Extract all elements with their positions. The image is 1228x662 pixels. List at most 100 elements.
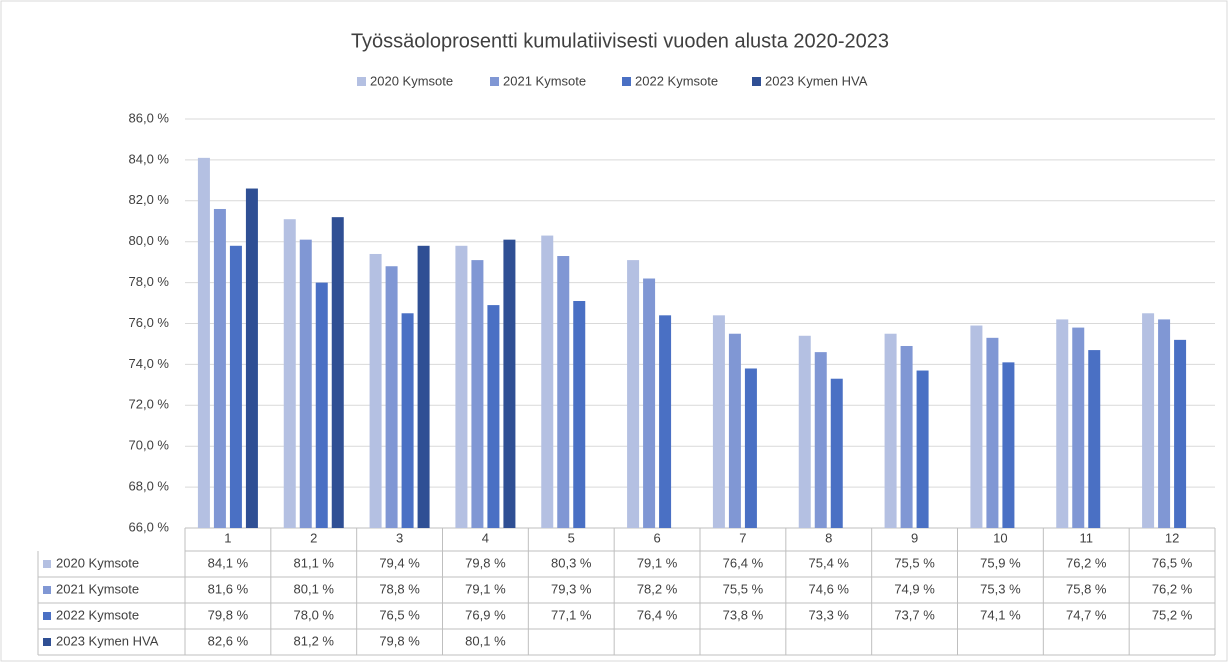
bar [986, 337, 999, 528]
table-swatch [43, 638, 51, 646]
x-tick-label: 9 [911, 530, 918, 545]
bar [814, 352, 827, 528]
bar [245, 188, 258, 528]
bar [471, 260, 484, 528]
table-value: 73,8 % [723, 607, 764, 622]
legend-swatch [490, 77, 499, 86]
bar [541, 235, 554, 528]
table-value: 76,4 % [723, 555, 764, 570]
bar [798, 335, 811, 528]
bar [712, 315, 725, 528]
bar [503, 239, 516, 528]
table-value: 76,4 % [637, 607, 678, 622]
bar [884, 333, 897, 528]
chart-title: Työssäoloprosentti kumulatiivisesti vuod… [351, 30, 889, 52]
bar [213, 208, 226, 529]
table-value: 81,2 % [294, 633, 335, 648]
x-tick-label: 7 [739, 530, 746, 545]
legend-label: 2022 Kymsote [635, 73, 718, 88]
x-tick-label: 2 [310, 530, 317, 545]
bar [1002, 362, 1015, 528]
legend-swatch [752, 77, 761, 86]
bar [900, 345, 913, 528]
bar [331, 217, 344, 528]
x-tick-label: 12 [1165, 530, 1179, 545]
table-value: 74,7 % [1066, 607, 1107, 622]
bar [1158, 319, 1171, 528]
table-value: 79,3 % [551, 581, 592, 596]
bar [1142, 313, 1155, 528]
table-value: 79,8 % [465, 555, 506, 570]
bar [659, 315, 672, 528]
legend-swatch [357, 77, 366, 86]
y-tick-label: 82,0 % [129, 192, 170, 207]
bar [627, 260, 640, 528]
x-tick-label: 10 [993, 530, 1007, 545]
x-tick-label: 1 [224, 530, 231, 545]
table-swatch [43, 586, 51, 594]
table-value: 79,4 % [379, 555, 420, 570]
table-value: 75,2 % [1152, 607, 1193, 622]
table-value: 78,2 % [637, 581, 678, 596]
table-value: 76,2 % [1152, 581, 1193, 596]
legend-label: 2020 Kymsote [370, 73, 453, 88]
y-tick-label: 70,0 % [129, 438, 170, 453]
table-value: 76,5 % [1152, 555, 1193, 570]
table-value: 79,8 % [208, 607, 249, 622]
table-value: 78,0 % [294, 607, 335, 622]
y-tick-label: 72,0 % [129, 397, 170, 412]
table-value: 79,8 % [379, 633, 420, 648]
table-value: 76,2 % [1066, 555, 1107, 570]
bar [573, 301, 586, 528]
bar [744, 368, 757, 528]
bar [455, 245, 468, 529]
x-tick-label: 5 [568, 530, 575, 545]
table-value: 77,1 % [551, 607, 592, 622]
y-tick-label: 80,0 % [129, 233, 170, 248]
bar [487, 305, 500, 528]
bar [643, 278, 656, 528]
table-value: 74,9 % [894, 581, 935, 596]
table-value: 75,8 % [1066, 581, 1107, 596]
y-tick-label: 66,0 % [129, 519, 170, 534]
table-value: 76,9 % [465, 607, 506, 622]
bar [1174, 339, 1187, 528]
bar [369, 253, 382, 528]
bar [401, 313, 414, 528]
bar [229, 245, 242, 529]
bar [830, 378, 843, 528]
table-row-label: 2020 Kymsote [56, 555, 139, 570]
legend-label: 2023 Kymen HVA [765, 73, 868, 88]
table-value: 73,7 % [894, 607, 935, 622]
table-value: 80,1 % [465, 633, 506, 648]
table-value: 84,1 % [208, 555, 249, 570]
bar [1088, 350, 1101, 528]
table-value: 75,5 % [894, 555, 935, 570]
x-tick-label: 6 [653, 530, 660, 545]
table-value: 80,3 % [551, 555, 592, 570]
bar [1056, 319, 1069, 528]
y-tick-label: 84,0 % [129, 151, 170, 166]
table-value: 75,4 % [809, 555, 850, 570]
table-value: 78,8 % [379, 581, 420, 596]
x-tick-label: 4 [482, 530, 489, 545]
x-tick-label: 11 [1080, 530, 1094, 545]
table-value: 80,1 % [294, 581, 335, 596]
table-row-label: 2022 Kymsote [56, 607, 139, 622]
y-tick-label: 78,0 % [129, 274, 170, 289]
legend-label: 2021 Kymsote [503, 73, 586, 88]
bar [417, 245, 430, 529]
table-value: 73,3 % [809, 607, 850, 622]
table-row-label: 2023 Kymen HVA [56, 633, 159, 648]
y-tick-label: 86,0 % [129, 110, 170, 125]
table-value: 75,5 % [723, 581, 764, 596]
y-tick-label: 74,0 % [129, 356, 170, 371]
bar [970, 325, 983, 528]
bar [557, 256, 570, 528]
table-value: 81,1 % [294, 555, 335, 570]
bar [197, 157, 210, 529]
table-value: 79,1 % [637, 555, 678, 570]
table-value: 75,3 % [980, 581, 1021, 596]
